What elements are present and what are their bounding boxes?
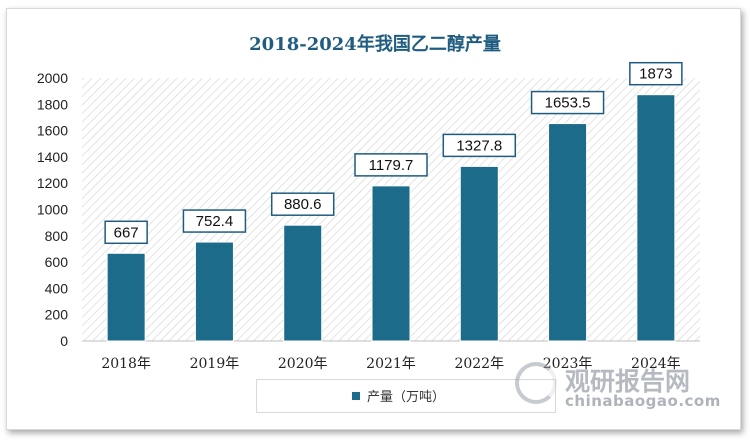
data-label-box: [442, 133, 517, 158]
x-tick-label: 2022年: [454, 356, 504, 372]
x-tick-label: 2020年: [278, 356, 328, 372]
watermark: 观研报告网 chinabaogao.com: [515, 362, 725, 412]
data-label-box: [354, 153, 428, 177]
y-tick-label: 0: [60, 333, 68, 349]
data-label: 667: [114, 224, 139, 241]
watermark-cn: 观研报告网: [565, 367, 691, 396]
x-tick-label: 2019年: [190, 356, 240, 372]
y-tick-label: 1200: [37, 175, 68, 191]
data-label-box: [530, 90, 605, 115]
data-label-box: [182, 209, 247, 233]
y-tick-label: 200: [45, 307, 69, 323]
data-label: 1179.7: [369, 157, 414, 174]
x-tick-label: 2018年: [101, 356, 151, 372]
bar: [283, 224, 323, 342]
data-label: 1327.8: [456, 137, 502, 154]
y-tick-label: 1800: [37, 96, 68, 112]
bar: [548, 123, 588, 342]
y-tick-label: 1000: [37, 202, 68, 218]
data-label: 1873: [639, 66, 672, 83]
y-tick-label: 2000: [37, 70, 68, 86]
chart-title: 2018-2024年我国乙二醇产量: [249, 34, 501, 55]
watermark-en: chinabaogao.com: [565, 392, 721, 410]
legend-swatch: [352, 392, 360, 400]
x-tick-label: 2023年: [543, 356, 593, 372]
bar: [636, 94, 676, 342]
y-tick-label: 1600: [37, 123, 68, 139]
bar: [459, 165, 499, 342]
data-label-box: [629, 61, 683, 86]
x-tick-label: 2024年: [631, 356, 681, 372]
legend-label: 产量（万吨）: [367, 390, 446, 405]
bar: [106, 252, 146, 342]
bar: [371, 185, 411, 342]
x-tick-label: 2021年: [366, 356, 416, 372]
y-tick-label: 600: [45, 254, 69, 270]
data-label: 752.4: [196, 213, 234, 230]
y-tick-label: 400: [45, 280, 69, 296]
data-label-box: [104, 220, 148, 245]
data-label: 1653.5: [545, 95, 591, 112]
data-label: 880.6: [284, 196, 322, 213]
watermark-logo-icon: [515, 362, 557, 404]
data-label-box: [270, 192, 335, 216]
legend: 产量（万吨）: [256, 379, 556, 413]
y-tick-label: 800: [45, 228, 69, 244]
bar: [194, 241, 234, 342]
y-tick-label: 1400: [37, 149, 68, 165]
